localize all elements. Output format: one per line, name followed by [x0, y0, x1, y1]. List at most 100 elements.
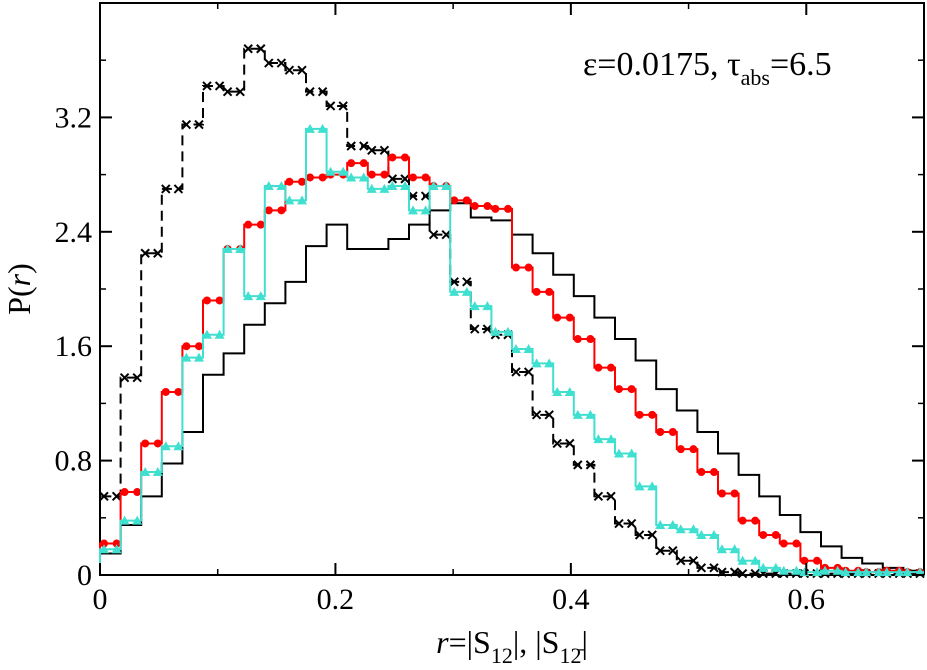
data-point-circle	[359, 159, 368, 168]
data-point-x	[511, 367, 521, 377]
data-point-x	[626, 518, 637, 529]
data-point-circle	[483, 202, 492, 211]
annotation-tau-value: =6.5	[770, 46, 832, 83]
data-point-circle	[306, 173, 314, 182]
data-point-x	[256, 44, 266, 54]
data-point-circle	[738, 516, 747, 525]
data-point-triangle	[655, 519, 666, 529]
series-line	[99, 47, 924, 575]
data-point-triangle	[688, 524, 699, 534]
data-point-x	[243, 44, 253, 54]
data-point-circle	[215, 296, 224, 305]
data-point-circle	[153, 439, 162, 448]
data-point-triangle	[317, 123, 328, 133]
data-point-x	[379, 145, 390, 155]
data-point-triangle	[832, 565, 843, 575]
data-point-triangle	[531, 358, 542, 368]
data-point-triangle	[387, 181, 398, 191]
data-point-x	[593, 491, 604, 502]
annotation-tau: τ	[727, 46, 741, 83]
y-axis-title-var: r	[1, 273, 37, 286]
data-point-triangle	[873, 567, 884, 577]
data-point-x	[709, 563, 719, 573]
data-point-x	[462, 277, 472, 287]
data-point-x	[181, 119, 192, 130]
data-point-x	[634, 530, 645, 540]
data-point-triangle	[214, 329, 225, 339]
data-point-triangle	[202, 329, 212, 339]
data-point-x	[305, 86, 315, 97]
data-point-circle	[668, 428, 677, 436]
data-point-triangle	[111, 544, 122, 554]
x-tick-label: 0.4	[552, 583, 590, 616]
y-tick-label: 0	[77, 559, 92, 592]
data-point-triangle	[778, 565, 789, 575]
data-point-triangle	[152, 467, 163, 477]
data-point-x	[737, 568, 748, 579]
data-point-circle	[388, 153, 397, 162]
data-point-circle	[779, 539, 788, 548]
data-point-triangle	[812, 567, 822, 577]
data-point-triangle	[358, 172, 369, 182]
data-point-x	[338, 101, 348, 111]
data-point-x	[470, 324, 480, 334]
data-point-circle	[751, 516, 760, 525]
data-point-triangle	[284, 195, 295, 205]
data-point-circle	[450, 196, 459, 205]
data-point-x	[668, 545, 678, 556]
data-point-triangle	[667, 519, 678, 529]
data-point-x	[585, 460, 596, 470]
data-point-circle	[182, 342, 191, 351]
data-point-x	[161, 184, 171, 194]
data-point-x	[284, 65, 295, 75]
x-axis-title-sub1: 12	[491, 643, 513, 668]
data-point-triangle	[99, 544, 109, 554]
data-point-circle	[161, 387, 170, 396]
data-point-triangle	[634, 481, 645, 491]
data-point-circle	[676, 445, 685, 454]
data-point-circle	[133, 488, 142, 497]
data-point-circle	[367, 170, 376, 179]
data-point-triangle	[791, 565, 802, 575]
data-point-triangle	[647, 481, 658, 491]
data-point-triangle	[717, 544, 727, 554]
data-point-circle	[771, 530, 780, 539]
x-axis-title-sep: |, |S	[513, 624, 560, 660]
data-point-circle	[470, 202, 479, 211]
data-point-x	[531, 410, 542, 420]
data-point-circle	[100, 539, 108, 548]
data-point-x	[408, 191, 418, 201]
data-point-triangle	[729, 544, 740, 554]
x-tick-label: 0.6	[788, 583, 826, 616]
data-point-triangle	[572, 409, 583, 419]
data-point-x	[153, 248, 163, 258]
data-point-triangle	[297, 195, 307, 205]
data-point-circle	[800, 556, 809, 565]
data-point-circle	[697, 468, 706, 477]
x-axis-title: r=|S12|, |S12̄|	[436, 624, 588, 668]
data-point-circle	[524, 263, 533, 272]
data-point-x	[647, 530, 657, 540]
data-point-circle	[318, 173, 327, 182]
data-point-triangle	[593, 434, 604, 444]
data-point-triangle	[235, 243, 246, 253]
data-point-triangle	[119, 515, 130, 525]
data-point-triangle	[461, 286, 472, 296]
data-point-x	[552, 438, 562, 449]
data-point-triangle	[840, 567, 851, 577]
data-point-triangle	[853, 567, 864, 577]
data-point-triangle	[894, 567, 905, 577]
data-point-triangle	[325, 166, 336, 176]
data-point-triangle	[675, 524, 686, 534]
data-point-x	[387, 174, 398, 184]
data-point-circle	[112, 539, 121, 548]
y-axis-title: P(r)	[1, 263, 37, 315]
data-point-triangle	[915, 567, 925, 577]
data-point-circle	[635, 410, 644, 419]
data-point-triangle	[503, 326, 513, 336]
data-point-circle	[573, 335, 582, 344]
data-point-triangle	[338, 166, 349, 176]
data-point-triangle	[696, 529, 707, 539]
x-axis-title-main: =|S	[449, 624, 491, 660]
